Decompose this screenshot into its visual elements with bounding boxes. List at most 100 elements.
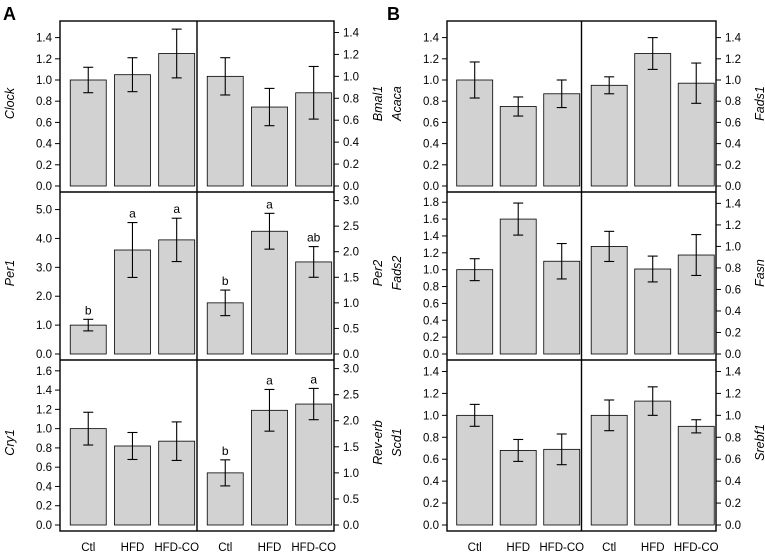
y-tick-label: 1.0 bbox=[725, 410, 741, 422]
y-tick-label: 5.0 bbox=[36, 205, 52, 217]
y-tick-label: 1.0 bbox=[36, 424, 52, 436]
y-tick-label: 4.0 bbox=[36, 233, 52, 245]
y-tick-label: 0.8 bbox=[725, 96, 741, 108]
y-tick-label: 1.4 bbox=[423, 366, 440, 378]
y-tick-label: 1.0 bbox=[423, 410, 439, 422]
bar-hfd bbox=[114, 74, 151, 187]
y-tick-label: 0.4 bbox=[725, 476, 742, 488]
x-tick-label: HFD-CO bbox=[154, 542, 199, 554]
x-tick-label: HFD bbox=[258, 542, 282, 554]
y-tick-label: 0.2 bbox=[725, 327, 741, 339]
y-tick-label: 0.4 bbox=[725, 306, 742, 318]
subplot-clock: 0.0 0.2 0.4 0.6 0.8 1.0 1.2 1.4 Clock bbox=[3, 28, 196, 193]
subplot-srebf1: 0.0 0.2 0.4 0.6 0.8 1.0 1.2 1.4 Srebf1 bbox=[590, 366, 765, 532]
x-tick-label: HFD-CO bbox=[674, 542, 719, 554]
bar-ctl bbox=[590, 246, 628, 355]
bar-ctl bbox=[456, 414, 494, 526]
y-tick-label: 0.0 bbox=[725, 520, 741, 532]
y-tick-label: 0.4 bbox=[36, 481, 53, 493]
bar-hfd bbox=[499, 218, 537, 355]
y-tick-label: 3.0 bbox=[343, 196, 359, 208]
y-tick-label: 0.6 bbox=[36, 117, 52, 129]
y-tick-label: 0.4 bbox=[36, 139, 53, 151]
bar-hfd-co bbox=[543, 93, 581, 187]
y-tick-label: 1.0 bbox=[36, 320, 52, 332]
x-tick-label: Ctl bbox=[218, 542, 232, 554]
y-tick-label: 0.0 bbox=[423, 520, 439, 532]
y-tick-label: 0.6 bbox=[725, 454, 741, 466]
y-tick-label: 0.8 bbox=[36, 96, 52, 108]
y-tick-label: 0.6 bbox=[343, 115, 359, 127]
y-tick-label: 0.8 bbox=[725, 263, 741, 275]
bar-hfd-co bbox=[677, 254, 715, 355]
y-axis-label-bmal1: Bmal1 bbox=[371, 86, 385, 121]
y-tick-label: 1.0 bbox=[423, 75, 439, 87]
y-tick-label: 1.2 bbox=[725, 388, 741, 400]
significance-letter: ab bbox=[307, 231, 321, 245]
bar-hfd bbox=[499, 450, 537, 526]
x-tick-label: HFD-CO bbox=[539, 542, 584, 554]
y-tick-label: 1.6 bbox=[36, 366, 52, 378]
subplot-cry1: 0.0 0.2 0.4 0.6 0.8 1.0 1.2 1.4 1.6 Cry1 bbox=[3, 366, 196, 532]
significance-letter: a bbox=[266, 373, 273, 387]
y-tick-label: 0.0 bbox=[423, 349, 439, 361]
panel-label-a: A bbox=[3, 4, 16, 24]
subplot-per2: 0.0 0.5 1.0 1.5 2.0 2.5 3.0 Per2 b a ab bbox=[206, 196, 385, 361]
y-tick-label: 0.2 bbox=[343, 159, 359, 171]
y-tick-label: 1.2 bbox=[423, 248, 439, 260]
y-tick-label: 2.5 bbox=[343, 390, 359, 402]
significance-letter: a bbox=[266, 197, 273, 211]
y-tick-label: 0.8 bbox=[423, 432, 439, 444]
y-tick-label: 1.4 bbox=[725, 198, 742, 210]
y-tick-label: 0.0 bbox=[725, 349, 741, 361]
y-axis-label-per2: Per2 bbox=[371, 260, 385, 286]
y-tick-label: 1.0 bbox=[343, 71, 359, 83]
y-tick-label: 0.0 bbox=[36, 181, 52, 193]
significance-letter: a bbox=[310, 372, 317, 386]
bar-hfd bbox=[499, 106, 537, 187]
bar-ctl bbox=[69, 79, 107, 187]
x-tick-label: HFD bbox=[506, 542, 530, 554]
bar-ctl bbox=[456, 269, 494, 355]
y-tick-label: 0.8 bbox=[725, 432, 741, 444]
y-tick-label: 0.6 bbox=[423, 298, 439, 310]
significance-letter: b bbox=[85, 303, 92, 317]
bar-hfd-co bbox=[158, 440, 196, 526]
y-axis-label-fads1: Fads1 bbox=[753, 86, 765, 121]
y-axis-label-rev-erb: Rev-erb bbox=[371, 420, 385, 465]
y-tick-label: 3.0 bbox=[36, 262, 52, 274]
significance-letter: b bbox=[222, 274, 229, 288]
y-tick-label: 1.4 bbox=[423, 231, 440, 243]
y-tick-label: 1.4 bbox=[343, 27, 360, 39]
y-tick-label: 2.0 bbox=[343, 416, 359, 428]
bar-ctl bbox=[590, 414, 628, 526]
y-tick-label: 0.5 bbox=[343, 323, 359, 335]
y-tick-label: 1.2 bbox=[423, 54, 439, 66]
subplot-scd1: 0.0 0.2 0.4 0.6 0.8 1.0 1.2 1.4 Scd1 bbox=[390, 366, 581, 532]
y-tick-label: 1.0 bbox=[343, 298, 359, 310]
bar-hfd bbox=[634, 268, 672, 355]
subplot-fasn: 0.0 0.2 0.4 0.6 0.8 1.0 1.2 1.4 Fasn bbox=[590, 198, 765, 361]
x-tick-label: HFD bbox=[641, 542, 665, 554]
y-axis-label-fads2: Fads2 bbox=[390, 256, 404, 291]
y-tick-label: 0.0 bbox=[36, 349, 52, 361]
y-tick-label: 1.0 bbox=[343, 468, 359, 480]
subplot-per1: 0.0 1.0 2.0 3.0 4.0 5.0 Per1 b a a bbox=[3, 202, 196, 361]
y-tick-label: 1.5 bbox=[343, 442, 359, 454]
y-tick-label: 1.0 bbox=[725, 241, 741, 253]
bar-hfd bbox=[634, 53, 672, 187]
subplot-acaca: 0.0 0.2 0.4 0.6 0.8 1.0 1.2 1.4 Acaca bbox=[390, 33, 581, 193]
y-tick-label: 0.2 bbox=[36, 501, 52, 513]
x-tick-label: HFD-CO bbox=[291, 542, 336, 554]
y-tick-label: 0.0 bbox=[423, 181, 439, 193]
y-tick-label: 0.2 bbox=[36, 160, 52, 172]
significance-letter: a bbox=[173, 202, 180, 216]
significance-letter: b bbox=[222, 444, 229, 458]
y-tick-label: 1.2 bbox=[36, 404, 52, 416]
x-tick-label: HFD bbox=[121, 542, 145, 554]
y-tick-label: 2.5 bbox=[343, 221, 359, 233]
y-tick-label: 0.2 bbox=[423, 498, 439, 510]
y-tick-label: 0.0 bbox=[36, 520, 52, 532]
subplot-rev-erb: 0.0 0.5 1.0 1.5 2.0 2.5 3.0 Rev-erb b a a bbox=[206, 364, 385, 532]
